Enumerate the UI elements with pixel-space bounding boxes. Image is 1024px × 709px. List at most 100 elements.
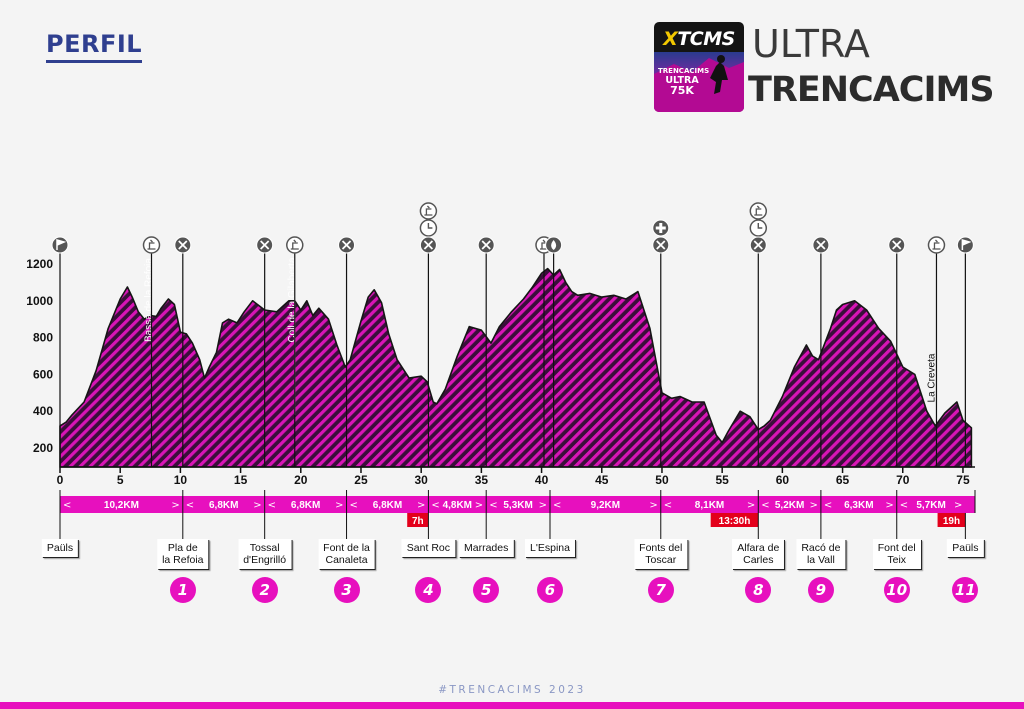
clock-icon bbox=[419, 219, 438, 237]
x-tick-label: 55 bbox=[715, 473, 729, 487]
stop-label: Sant Roc bbox=[401, 539, 456, 557]
segment-arrow-left: < bbox=[824, 500, 832, 511]
stop-number-badge: 6 bbox=[537, 577, 563, 603]
stop-label: L'Espina bbox=[525, 539, 575, 557]
segment-distance-label: 5,7KM bbox=[916, 500, 945, 511]
x-tick-label: 35 bbox=[475, 473, 489, 487]
aid-station-marker bbox=[477, 236, 495, 467]
annotation-label: Bassa de la Refoia bbox=[144, 258, 155, 342]
stop-number-badge: 4 bbox=[415, 577, 442, 603]
segment-distance-label: 6,8KM bbox=[209, 500, 238, 511]
footer-hashtag: #TRENCACIMS 2023 bbox=[438, 684, 586, 696]
segment-arrow-right: > bbox=[810, 500, 818, 511]
stop-label: Font del Teix bbox=[872, 539, 921, 569]
stop-number-badge: 3 bbox=[333, 577, 360, 603]
x-tick-label: 65 bbox=[836, 473, 850, 487]
segment-arrow-left: < bbox=[664, 500, 672, 511]
timing-icon bbox=[142, 236, 161, 254]
cutoff-badge bbox=[407, 513, 429, 527]
stop-number-badge: 1 bbox=[169, 577, 196, 603]
segment-arrow-right: > bbox=[475, 500, 483, 511]
stop-label: Alfara de Carles bbox=[732, 539, 785, 569]
segment-distance-label: 6,3KM bbox=[844, 500, 873, 511]
x-tick-label: 75 bbox=[956, 473, 970, 487]
stop-number-badge: 9 bbox=[807, 577, 834, 603]
stop-number-badge: 2 bbox=[251, 577, 278, 603]
stop-label: Pla de la Refoia bbox=[157, 539, 209, 569]
segment-distance-label: 10,2KM bbox=[104, 500, 139, 511]
segment-arrow-right: > bbox=[539, 500, 547, 511]
x-tick-label: 45 bbox=[595, 473, 609, 487]
aid-station-marker bbox=[956, 236, 974, 467]
x-tick-label: 20 bbox=[294, 473, 308, 487]
segment-arrow-left: < bbox=[268, 500, 276, 511]
page-title: PERFIL bbox=[46, 30, 143, 63]
first-aid-icon bbox=[652, 219, 670, 237]
segment-distance-label: 8,1KM bbox=[695, 500, 724, 511]
stop-label: Paüls bbox=[41, 539, 79, 557]
annotation-label: Coll de la Gilaberta bbox=[287, 257, 298, 342]
segment-arrow-left: < bbox=[63, 500, 71, 511]
segment-distance-label: 5,3KM bbox=[503, 500, 532, 511]
flag-icon bbox=[956, 236, 974, 254]
footer-bar bbox=[0, 702, 1024, 709]
food-icon bbox=[749, 236, 767, 254]
stop-label: Font de la Canaleta bbox=[318, 539, 375, 569]
logo-sub-text: TRENCACIMS ULTRA 75K bbox=[658, 66, 709, 97]
annotation-label: La Creveta bbox=[926, 353, 937, 402]
segment-distance-label: 6,8KM bbox=[373, 500, 402, 511]
segment-arrow-left: < bbox=[761, 500, 769, 511]
food-icon bbox=[652, 236, 670, 254]
segment-arrow-left: < bbox=[900, 500, 908, 511]
timing-icon bbox=[286, 236, 304, 254]
aid-station-marker bbox=[749, 202, 768, 467]
y-tick-label: 1200 bbox=[26, 257, 53, 271]
stop-label: Racó de la Vall bbox=[796, 539, 846, 569]
x-tick-label: 25 bbox=[354, 473, 368, 487]
segment-distance-label: 6,8KM bbox=[291, 500, 320, 511]
axis-layer: 0 5 10 15 20 25 30 35 40 45 50 55 60 65 70 75 200 400 600 8… bbox=[26, 257, 975, 487]
food-icon bbox=[174, 236, 192, 254]
event-logo-badge: XTCMS TRENCACIMS ULTRA 75K bbox=[654, 22, 744, 112]
aid-station-marker bbox=[545, 236, 563, 467]
logo-sub-line-3: 75K bbox=[670, 84, 694, 97]
logo-background-art bbox=[654, 52, 744, 112]
food-icon bbox=[888, 236, 906, 254]
segment-arrow-right: > bbox=[171, 500, 179, 511]
aid-station-marker bbox=[51, 236, 69, 467]
stop-number-badge: 8 bbox=[745, 577, 772, 603]
cutoff-time-label: 7h bbox=[412, 516, 424, 527]
y-tick-label: 200 bbox=[33, 441, 53, 455]
food-icon bbox=[419, 236, 437, 254]
segment-arrow-left: < bbox=[186, 500, 194, 511]
water-icon bbox=[545, 236, 563, 254]
segment-arrow-right: > bbox=[649, 500, 657, 511]
cutoff-badge bbox=[710, 513, 759, 527]
food-icon bbox=[256, 236, 274, 254]
x-tick-label: 0 bbox=[57, 473, 64, 487]
x-tick-label: 60 bbox=[776, 473, 790, 487]
timing-icon bbox=[749, 202, 768, 220]
cutoff-time-label: 13:30h bbox=[719, 516, 751, 527]
y-tick-label: 1000 bbox=[26, 294, 53, 308]
x-tick-label: 15 bbox=[234, 473, 248, 487]
aid-station-marker bbox=[174, 236, 192, 467]
segment-arrow-left: < bbox=[431, 500, 439, 511]
aid-station-marker bbox=[286, 236, 304, 467]
x-tick-label: 40 bbox=[535, 473, 549, 487]
elevation-profile-area bbox=[59, 267, 973, 468]
x-tick-label: 50 bbox=[655, 473, 669, 487]
segment-arrow-right: > bbox=[335, 500, 343, 511]
aid-station-marker bbox=[419, 202, 438, 467]
aid-station-marker bbox=[888, 236, 906, 467]
stop-label: Marrades bbox=[459, 539, 514, 557]
segment-arrow-left: < bbox=[350, 500, 358, 511]
stop-number-badge: 7 bbox=[647, 577, 674, 603]
aid-station-marker bbox=[142, 236, 161, 467]
food-icon bbox=[812, 236, 830, 254]
segment-arrow-right: > bbox=[885, 500, 893, 511]
logo-sub-line-2: ULTRA bbox=[665, 75, 699, 86]
x-tick-label: 70 bbox=[896, 473, 910, 487]
aid-station-marker bbox=[927, 236, 946, 467]
cutoff-time-label: 19h bbox=[943, 516, 960, 527]
